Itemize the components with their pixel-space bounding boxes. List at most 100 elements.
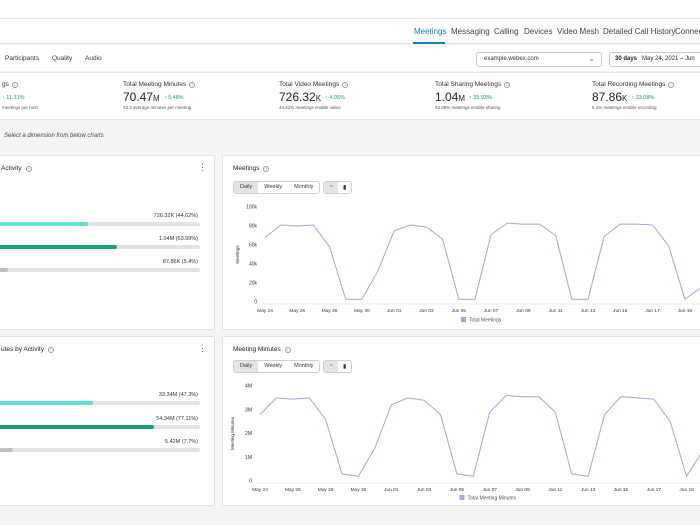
kpi-total-meeting-minutes[interactable]: Total Meeting Minutes i 70.47M ↑ 9.48% 43.… — [123, 81, 196, 110]
y-tick-label: 0 — [254, 300, 257, 306]
x-tick-label: Jun 07 — [483, 487, 498, 493]
bar-track[interactable] — [0, 245, 200, 249]
bar-value-label: 33.34M (47.3%) — [158, 392, 198, 398]
y-tick-label: 1M — [245, 455, 252, 461]
bar-fill — [0, 425, 154, 429]
bar-track[interactable] — [0, 425, 200, 429]
activity-card: Activity i ⋮ 726.32K (44.62%) 1.04M (63.99… — [0, 155, 215, 330]
info-icon[interactable]: i — [25, 166, 32, 172]
card-title: Activity — [1, 165, 22, 172]
x-tick-label: Jun 11 — [548, 487, 562, 493]
x-tick-label: May 26 — [289, 308, 305, 314]
tab-meetings[interactable]: Meetings — [414, 27, 447, 36]
weekly-button[interactable]: Weekly — [258, 361, 289, 372]
line-chart-icon[interactable]: ~ — [324, 182, 338, 193]
y-tick-label: 0 — [249, 479, 252, 485]
monthly-button[interactable]: Monthly — [288, 361, 320, 372]
legend-label: Total Meeting Minutes — [468, 496, 517, 502]
dimension-hint: Select a dimension from below charts — [4, 133, 104, 139]
y-axis-label: Meeting Minutes — [230, 416, 235, 450]
x-tick-label: May 24 — [252, 487, 268, 493]
bar-value-label: 1.04M (63.99%) — [158, 236, 198, 242]
x-tick-label: Jun 11 — [549, 308, 563, 314]
y-tick-label: 40k — [249, 262, 258, 268]
bar-track[interactable] — [0, 448, 200, 452]
tab-messaging[interactable]: Messaging — [451, 27, 490, 36]
card-title: utes by Activity — [1, 346, 44, 353]
tab-devices[interactable]: Devices — [524, 27, 553, 36]
site-select[interactable]: example.webex.com ⌄ — [476, 52, 602, 67]
x-tick-label: May 24 — [257, 308, 273, 314]
bar-chart-icon[interactable]: ▮ — [337, 182, 352, 193]
monthly-button[interactable]: Monthly — [288, 182, 320, 193]
series-line-total-meetings — [264, 222, 700, 301]
legend-label: Total Meetings — [469, 318, 502, 324]
subtab-participants[interactable]: Participants — [5, 55, 39, 62]
bar-track[interactable] — [0, 401, 200, 405]
x-tick-label: Jun 09 — [515, 487, 530, 493]
kpi-change: ↑ 11.31% — [2, 95, 25, 101]
bar-fill — [0, 448, 13, 452]
kpi-change: ↑ 9.48% — [163, 95, 184, 101]
kpi-change: ↑ 4.95% — [325, 95, 345, 101]
bar-chart-icon[interactable]: ▮ — [337, 361, 352, 372]
x-tick-label: Jun 19 — [679, 487, 694, 493]
kpi-change: ↑ 33.08% — [631, 95, 655, 101]
info-icon[interactable]: i — [668, 82, 675, 88]
y-tick-label: 80k — [249, 224, 258, 230]
kpi-value: 726.32 — [279, 90, 316, 104]
x-tick-label: Jun 01 — [387, 308, 402, 314]
kpi-unit: K — [622, 94, 628, 103]
daily-button[interactable]: Daily — [234, 182, 259, 193]
x-tick-label: May 28 — [318, 487, 334, 493]
top-strip — [0, 0, 700, 18]
x-tick-label: Jun 15 — [614, 487, 629, 493]
kpi-title: Total Video Meetings — [279, 81, 340, 88]
info-icon[interactable]: i — [504, 82, 511, 88]
kpi-total-sharing-meetings[interactable]: Total Sharing Meetings i 1.04M ↑ 35.93% 63… — [435, 81, 511, 110]
line-chart-icon[interactable]: ~ — [324, 361, 338, 372]
kpi-total-recording-meetings[interactable]: Total Recording Meetings i 87.86K ↑ 33.08%… — [592, 81, 675, 110]
x-tick-label: Jun 05 — [452, 308, 467, 314]
top-nav: Meetings Messaging Calling Devices Video… — [0, 18, 700, 44]
daily-button[interactable]: Daily — [234, 361, 259, 372]
more-options-icon[interactable]: ⋮ — [198, 162, 207, 172]
tab-calling[interactable]: Calling — [494, 27, 519, 36]
x-tick-label: Jun 17 — [647, 487, 662, 493]
kpi-sub: 63.99% meetings enable sharing — [435, 105, 501, 110]
kpi-value: 87.86 — [592, 90, 623, 104]
subtab-quality[interactable]: Quality — [52, 55, 73, 62]
weekly-button[interactable]: Weekly — [258, 182, 289, 193]
info-icon[interactable]: i — [11, 82, 18, 88]
info-icon[interactable]: i — [263, 166, 270, 172]
kpi-total-video-meetings[interactable]: Total Video Meetings i 726.32K ↑ 4.95% 44.… — [279, 81, 349, 110]
kpi-sub: 5.4% meetings enable recording — [592, 105, 657, 110]
legend-swatch — [459, 495, 465, 500]
minutes-activity-card: utes by Activity i ⋮ 33.34M (47.3%) 54.34M… — [0, 336, 215, 506]
bar-track[interactable] — [0, 268, 200, 272]
tab-video-mesh[interactable]: Video Mesh — [557, 27, 600, 36]
info-icon[interactable]: i — [342, 82, 349, 88]
x-tick-label: Jun 13 — [581, 487, 596, 493]
tab-detailed-call-history[interactable]: Detailed Call History — [603, 27, 676, 36]
date-range-picker[interactable]: 30 days May 24, 2021 – Jun — [609, 52, 700, 67]
x-tick-label: May 28 — [322, 308, 338, 314]
x-tick-label: Jun 01 — [384, 487, 399, 493]
kpi-unit: M — [153, 94, 160, 103]
bar-track[interactable] — [0, 222, 200, 226]
info-icon[interactable]: i — [284, 347, 291, 353]
kpi-meetings-per-host[interactable]: gs i ↑ 11.31% meetings per host — [2, 81, 38, 110]
kpi-title: gs — [2, 81, 9, 88]
info-icon[interactable]: i — [189, 82, 196, 88]
bar-value-label: 726.32K (44.62%) — [153, 213, 198, 219]
tab-connect[interactable]: Connect — [675, 27, 700, 36]
x-tick-label: Jun 13 — [581, 308, 596, 314]
info-icon[interactable]: i — [48, 347, 54, 353]
kpi-bar: gs i ↑ 11.31% meetings per host Total Mee… — [0, 72, 700, 120]
x-tick-label: Jun 17 — [645, 308, 660, 314]
more-options-icon[interactable]: ⋮ — [198, 343, 207, 353]
site-select-value: example.webex.com — [484, 56, 539, 62]
active-tab-indicator — [413, 42, 445, 44]
subtab-audio[interactable]: Audio — [85, 55, 102, 62]
kpi-sub: 44.62% meetings enable video — [279, 105, 341, 110]
